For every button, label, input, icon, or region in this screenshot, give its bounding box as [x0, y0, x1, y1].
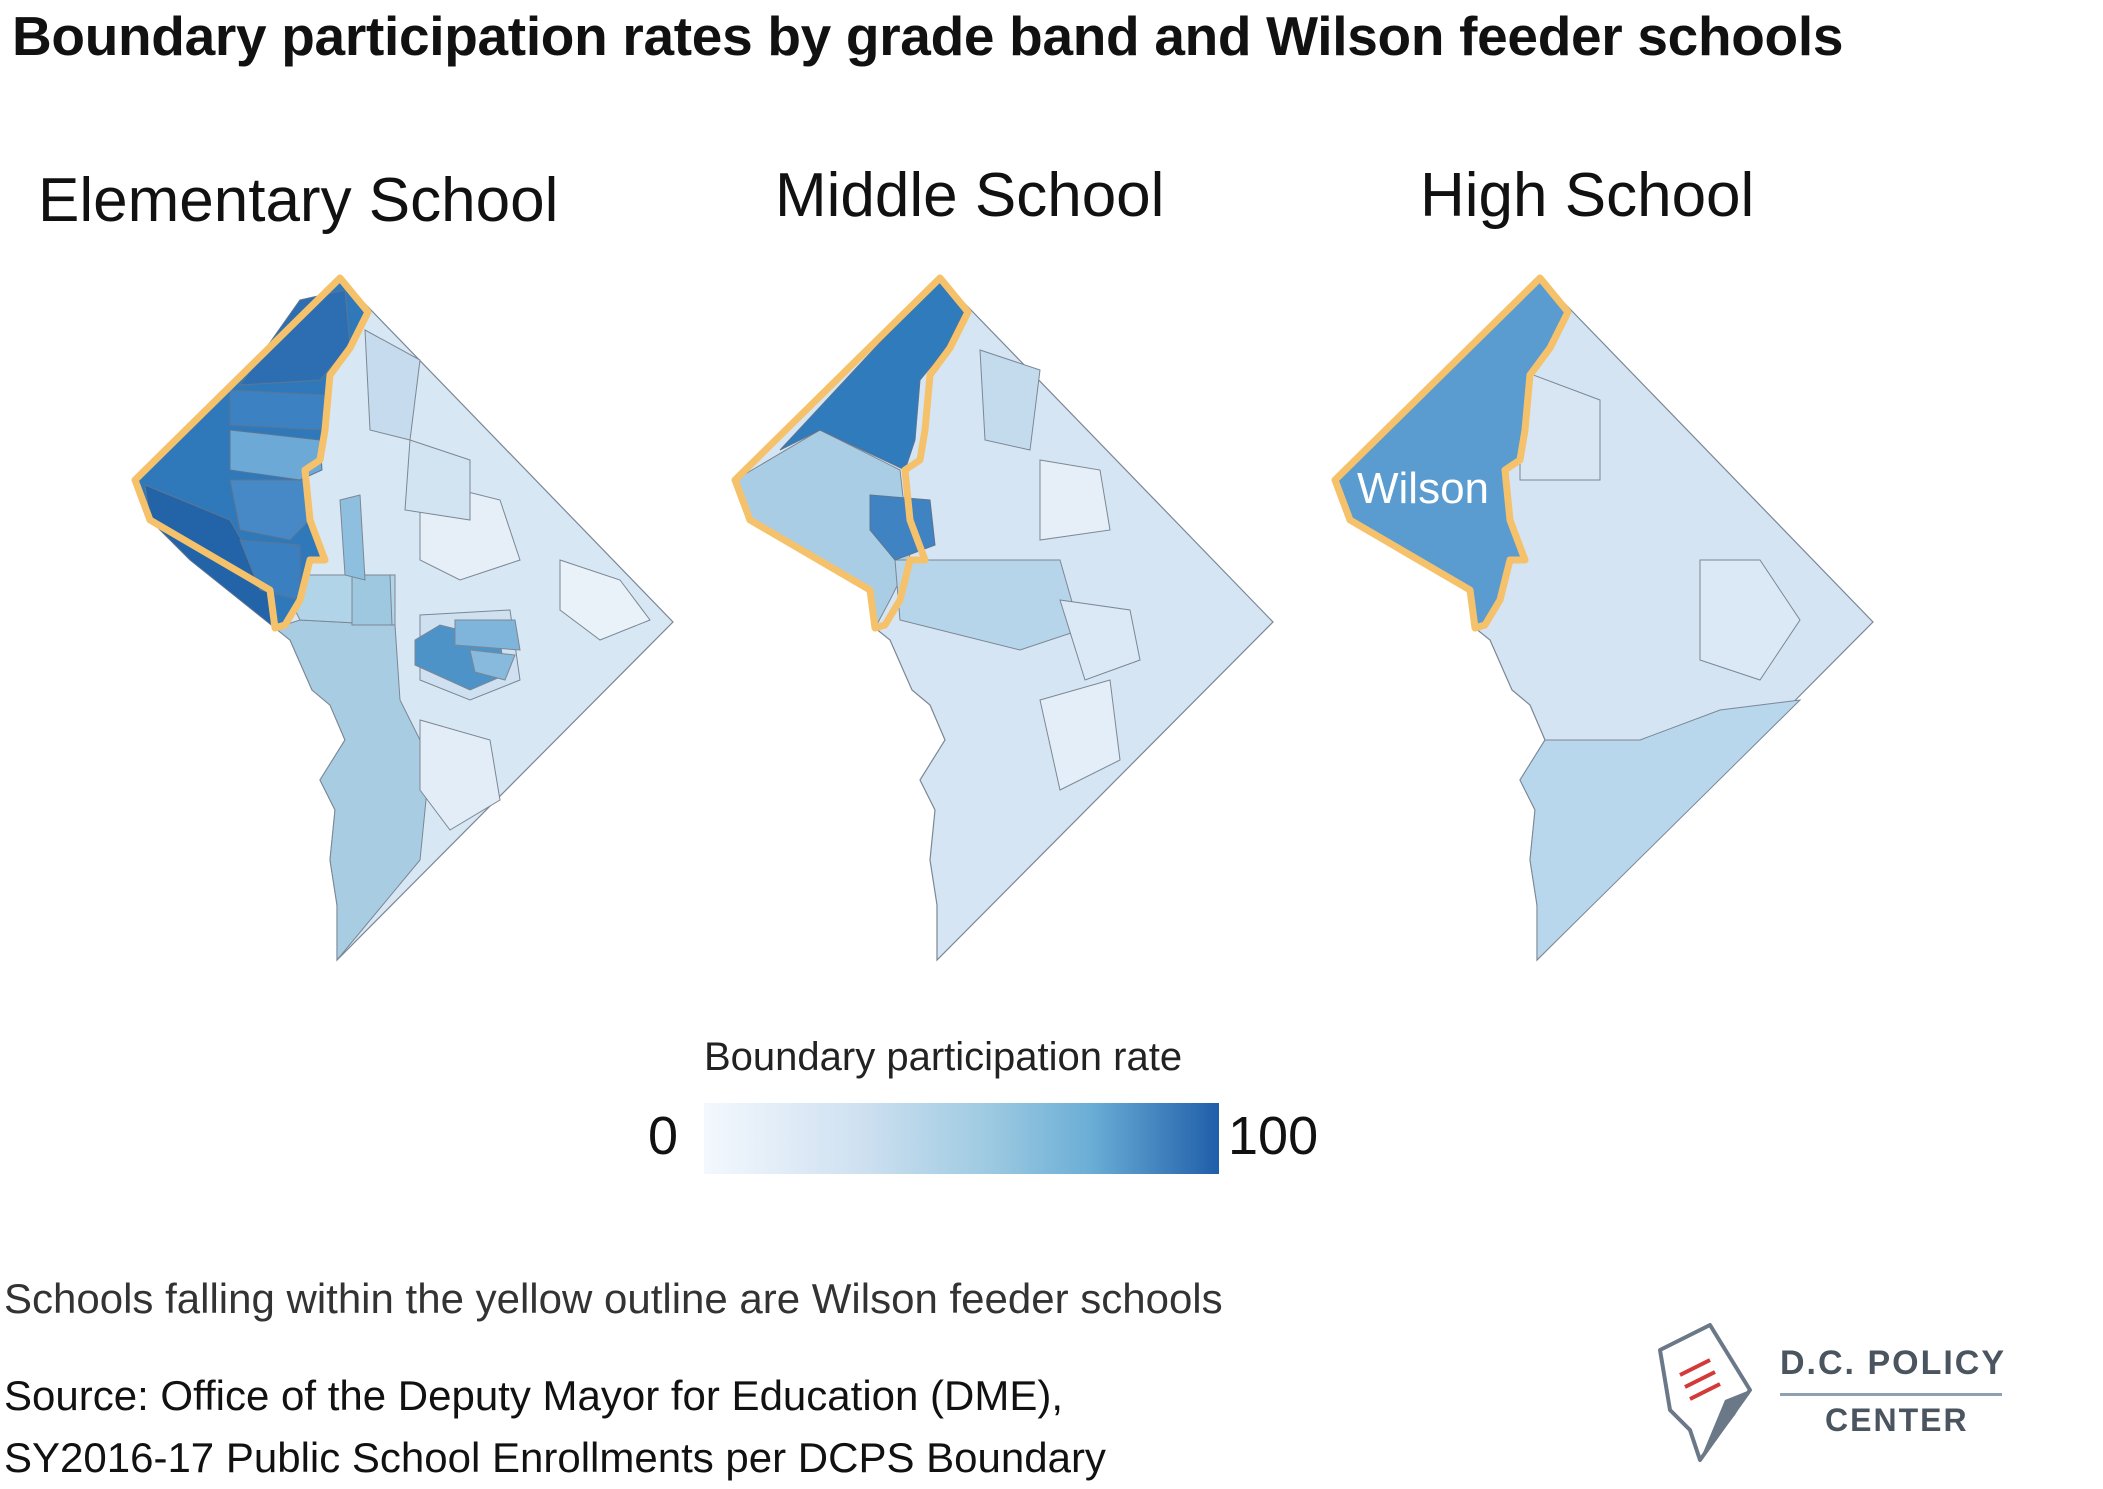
wilson-subregion-elementary-3	[229, 479, 311, 541]
region-elementary-east-3	[419, 719, 501, 831]
region-elementary-north-2	[404, 439, 471, 521]
dc-policy-center-logo: D.C. POLICY CENTER	[1640, 1320, 2030, 1470]
source-line-2: SY2016-17 Public School Enrollments per …	[4, 1434, 1106, 1481]
region-high-south	[1519, 699, 1802, 962]
region-middle-north-1	[979, 349, 1041, 451]
logo-map-icon	[1658, 1323, 1752, 1462]
region-elementary-southeast-4	[469, 649, 516, 681]
source-line-1: Source: Office of the Deputy Mayor for E…	[4, 1372, 1064, 1419]
wilson-outline-high	[1331, 274, 1572, 632]
region-elementary-north-1	[364, 329, 421, 441]
map-high: Wilson	[1331, 274, 1874, 962]
region-middle-center	[894, 559, 1081, 651]
logo-text-line1: D.C. POLICY	[1780, 1344, 2007, 1382]
legend-color-bar	[704, 1103, 1219, 1174]
feeder-note: Schools falling within the yellow outlin…	[4, 1275, 1223, 1322]
region-high-east	[1699, 559, 1801, 681]
logo-text-line2: CENTER	[1825, 1402, 1969, 1438]
panel-title-middle: Middle School	[775, 161, 1165, 230]
region-elementary-southwest	[273, 619, 431, 962]
legend-title: Boundary participation rate	[704, 1035, 1183, 1079]
region-middle-south	[1039, 679, 1121, 791]
wilson-region-middle	[779, 277, 966, 471]
map-elementary	[131, 274, 674, 962]
region-elementary-east-2	[559, 559, 651, 641]
panel-title-elementary: Elementary School	[38, 166, 559, 235]
wilson-outline-middle	[731, 274, 972, 632]
wilson-subregion-elementary-2	[229, 429, 323, 481]
legend-max-label: 100	[1228, 1106, 1319, 1166]
region-elementary-north-3	[339, 494, 366, 581]
wilson-region-label: Wilson	[1357, 464, 1489, 513]
region-middle-north-2	[1039, 459, 1111, 541]
region-elementary-southeast-3	[454, 619, 521, 651]
wilson-outline-elementary	[131, 274, 372, 632]
region-elementary-center-2	[351, 574, 393, 626]
region-middle-southeast	[1059, 599, 1141, 681]
legend-min-label: 0	[648, 1106, 679, 1166]
map-middle	[731, 274, 1274, 962]
logo-divider	[1780, 1393, 2002, 1396]
source-note: Source: Office of the Deputy Mayor for E…	[4, 1365, 1106, 1489]
wilson-subregion-elementary-5	[229, 389, 326, 431]
chart-title: Boundary participation rates by grade ba…	[12, 5, 1844, 67]
panel-title-high: High School	[1420, 161, 1755, 230]
